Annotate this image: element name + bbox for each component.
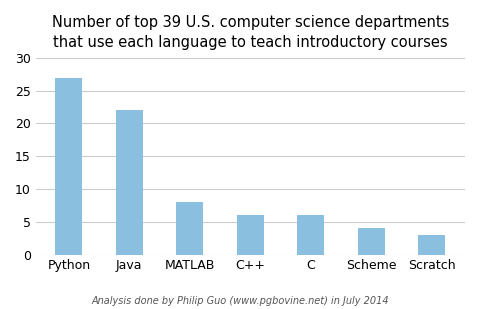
Bar [418, 235, 445, 255]
Text: Analysis done by Philip Guo (www.pgbovine.net) in July 2014: Analysis done by Philip Guo (www.pgbovin… [91, 296, 389, 306]
Bar [116, 110, 143, 255]
Bar [176, 202, 204, 255]
Bar [237, 215, 264, 255]
Bar [55, 78, 83, 255]
Title: Number of top 39 U.S. computer science departments
that use each language to tea: Number of top 39 U.S. computer science d… [52, 15, 449, 50]
Bar [297, 215, 324, 255]
Bar [358, 228, 385, 255]
